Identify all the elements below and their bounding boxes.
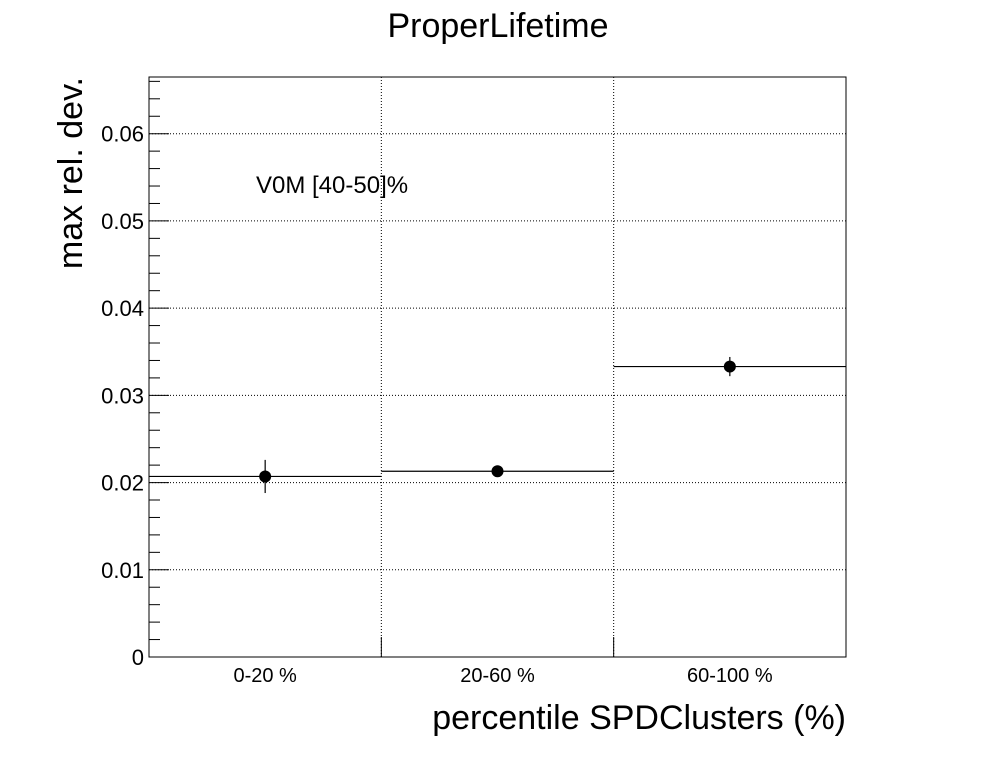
x-tick-label: 0-20 % [233,665,297,687]
data-point [491,465,504,478]
data-point [259,470,272,483]
data-point [723,360,736,373]
x-tick-label: 60-100 % [687,665,773,687]
y-tick-label: 0.05 [101,209,144,234]
y-tick-label: 0.02 [101,471,144,496]
chart-title: ProperLifetime [387,7,608,45]
x-axis: 0-20 % 20-60 % 60-100 % [233,637,773,687]
y-tick-label: 0.01 [101,558,144,583]
y-axis-label: max rel. dev. [52,77,90,269]
x-tick-label: 20-60 % [460,665,535,687]
chart-annotation: V0M [40-50]% [256,172,408,199]
y-tick-label: 0.03 [101,383,144,408]
y-tick-label: 0.06 [101,122,144,147]
y-axis: 0 0.01 0.02 0.03 0.04 0.05 0.06 [101,80,169,670]
grid-lines [149,77,846,657]
x-axis-label: percentile SPDClusters (%) [432,699,846,737]
y-tick-label: 0.04 [101,296,144,321]
data-series [149,356,846,494]
y-tick-label: 0 [132,645,144,670]
